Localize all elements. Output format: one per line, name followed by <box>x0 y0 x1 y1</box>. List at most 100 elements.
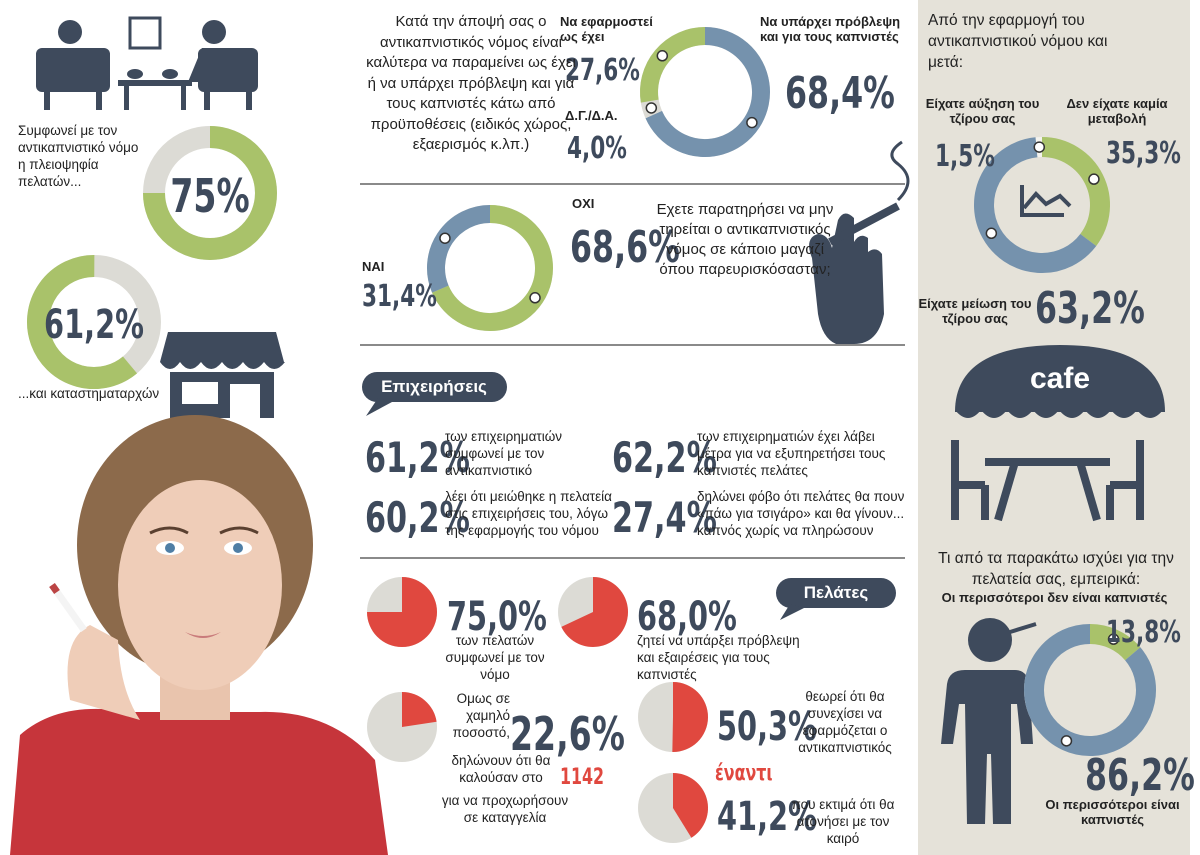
business-text: των επιχειρηματιών έχει λάβει μέτρα για … <box>697 429 886 478</box>
bubble-customers <box>776 578 896 620</box>
business-text: δηλώνει φόβο ότι πελάτες θα πουν «πάω γι… <box>697 489 905 538</box>
bubble-customers-part <box>780 604 804 620</box>
donut-segment <box>427 205 491 293</box>
business-text: λέει ότι μειώθηκε η πελατεία στις επιχει… <box>445 489 612 538</box>
lounge-icon-part <box>124 86 129 110</box>
hand-icon-part <box>890 140 910 202</box>
big-number: 13,8% <box>1106 616 1181 650</box>
annotation: δηλώνουν ότι θα καλούσαν στο <box>451 753 551 785</box>
lounge-icon-part <box>44 92 50 110</box>
big-number: 61,2% <box>365 433 470 482</box>
callout-dot <box>656 50 669 62</box>
woman-photo <box>10 415 388 855</box>
big-number: 50,3% <box>717 704 817 750</box>
annotation: για να προχωρήσουν σε καταγγελία <box>441 793 569 825</box>
woman-photo-part <box>233 543 243 553</box>
trend-icon-part <box>1020 185 1064 217</box>
category-label: Να εφαρμοστεί ως έχει <box>560 14 653 44</box>
woman-photo-part <box>149 526 259 535</box>
category-label: ΟΧΙ <box>572 196 595 211</box>
section-heading: Πελάτες <box>804 583 869 602</box>
big-number: έναντι <box>715 759 773 785</box>
chart-title: Εχετε παρατηρήσει να μην τηρείται ο αντι… <box>656 201 834 278</box>
cafe-awning-part <box>955 410 1163 418</box>
store-icon-part <box>230 384 260 418</box>
trend-icon <box>1020 185 1072 217</box>
lounge-icon-part <box>118 80 192 86</box>
chart-title: Κατά την άποψή σας ο αντικαπνιστικός νόμ… <box>366 13 576 153</box>
big-number: 62,2% <box>612 433 717 482</box>
pie-slice <box>672 682 708 752</box>
category-label: Είχατε μείωση του τζίρου σας <box>918 296 1032 326</box>
donut-segment <box>640 27 706 103</box>
annotation: των πελατών συμφωνεί με τον νόμο <box>445 633 545 682</box>
table-icon-part <box>994 460 1019 522</box>
lounge-icon-part <box>36 48 110 92</box>
annotation: Συμφωνεί με τον αντικαπνιστικό νόμο η πλ… <box>18 123 139 189</box>
cafe-sign: cafe <box>1030 362 1090 395</box>
category-label: Δεν είχατε καμία μεταβολή <box>1066 96 1168 126</box>
big-number: 27,4% <box>612 493 717 542</box>
big-number: 22,6% <box>510 709 625 762</box>
lounge-icon-part <box>58 48 104 78</box>
big-number: 61,2% <box>44 302 144 348</box>
big-number: 75% <box>170 171 249 224</box>
lounge-icon-part <box>204 92 210 110</box>
table-icon <box>951 440 1144 522</box>
lounge-icon <box>36 16 258 110</box>
store-icon <box>160 332 285 418</box>
woman-photo-part <box>67 625 140 720</box>
hand-icon-part <box>828 202 900 246</box>
store-icon-part <box>160 362 285 369</box>
big-number: 60,2% <box>365 493 470 542</box>
pie-slice <box>561 577 628 647</box>
cafe-awning <box>955 345 1165 418</box>
lounge-icon-part <box>96 92 102 110</box>
big-number: 1142 <box>560 763 604 789</box>
woman-photo-part <box>185 632 221 638</box>
big-number: 27,6% <box>565 54 640 88</box>
bubble-businesses <box>362 372 507 416</box>
big-number: 35,3% <box>1106 137 1181 171</box>
category-label: Δ.Γ./Δ.Α. <box>565 108 618 123</box>
annotation: που εκτιμά ότι θα ατονήσει με τον καιρό <box>791 797 895 846</box>
chart-title: Τι από τα παρακάτω ισχύει για την πελατε… <box>938 550 1174 588</box>
callout-dot <box>746 116 758 129</box>
annotation: ζητεί να υπάρξει πρόβλεψη και εξαιρέσεις… <box>637 633 800 682</box>
callout-dot <box>985 227 998 240</box>
woman-photo-part <box>49 582 87 633</box>
category-label: Οι περισσότεροι είναι καπνιστές <box>1045 797 1180 827</box>
lounge-icon-part <box>58 20 82 44</box>
big-number: 63,2% <box>1035 283 1145 335</box>
annotation: ...και καταστηματαρχών <box>18 386 160 401</box>
callout-dot <box>645 102 658 114</box>
woman-photo-part <box>10 708 388 855</box>
big-number: 68,0% <box>637 594 737 640</box>
cafe-awning-part <box>955 345 1165 412</box>
smoker-icon-part <box>1009 622 1037 634</box>
donut-segment <box>27 255 138 389</box>
callout-dot <box>1033 141 1046 153</box>
callout-dot <box>529 292 541 304</box>
callout-dot <box>1107 633 1120 645</box>
business-text: των επιχειρηματιών συμφωνεί με τον αντικ… <box>445 429 563 478</box>
chart-title: Από την εφαρμογή του αντικαπνιστικού νόμ… <box>928 12 1108 71</box>
bubble-customers-part <box>776 578 896 608</box>
big-number: 68,4% <box>785 68 895 120</box>
smoker-icon-part <box>941 670 1033 824</box>
lounge-icon-part <box>162 69 178 79</box>
trend-icon-part <box>1022 191 1072 210</box>
annotation: Ομως σε χαμηλό ποσοστό, <box>452 691 510 740</box>
category-label: Είχατε αύξηση του τζίρου σας <box>925 96 1040 126</box>
hand-icon-part <box>809 213 884 344</box>
bubble-businesses-part <box>366 398 392 416</box>
table-icon-part <box>1076 460 1101 522</box>
woman-photo-part <box>49 582 60 595</box>
woman-photo-part <box>118 480 282 690</box>
dividers <box>360 183 905 559</box>
woman-photo-part <box>165 543 175 553</box>
section-heading: Επιχειρήσεις <box>381 377 487 396</box>
big-number: 4,0% <box>567 132 627 166</box>
